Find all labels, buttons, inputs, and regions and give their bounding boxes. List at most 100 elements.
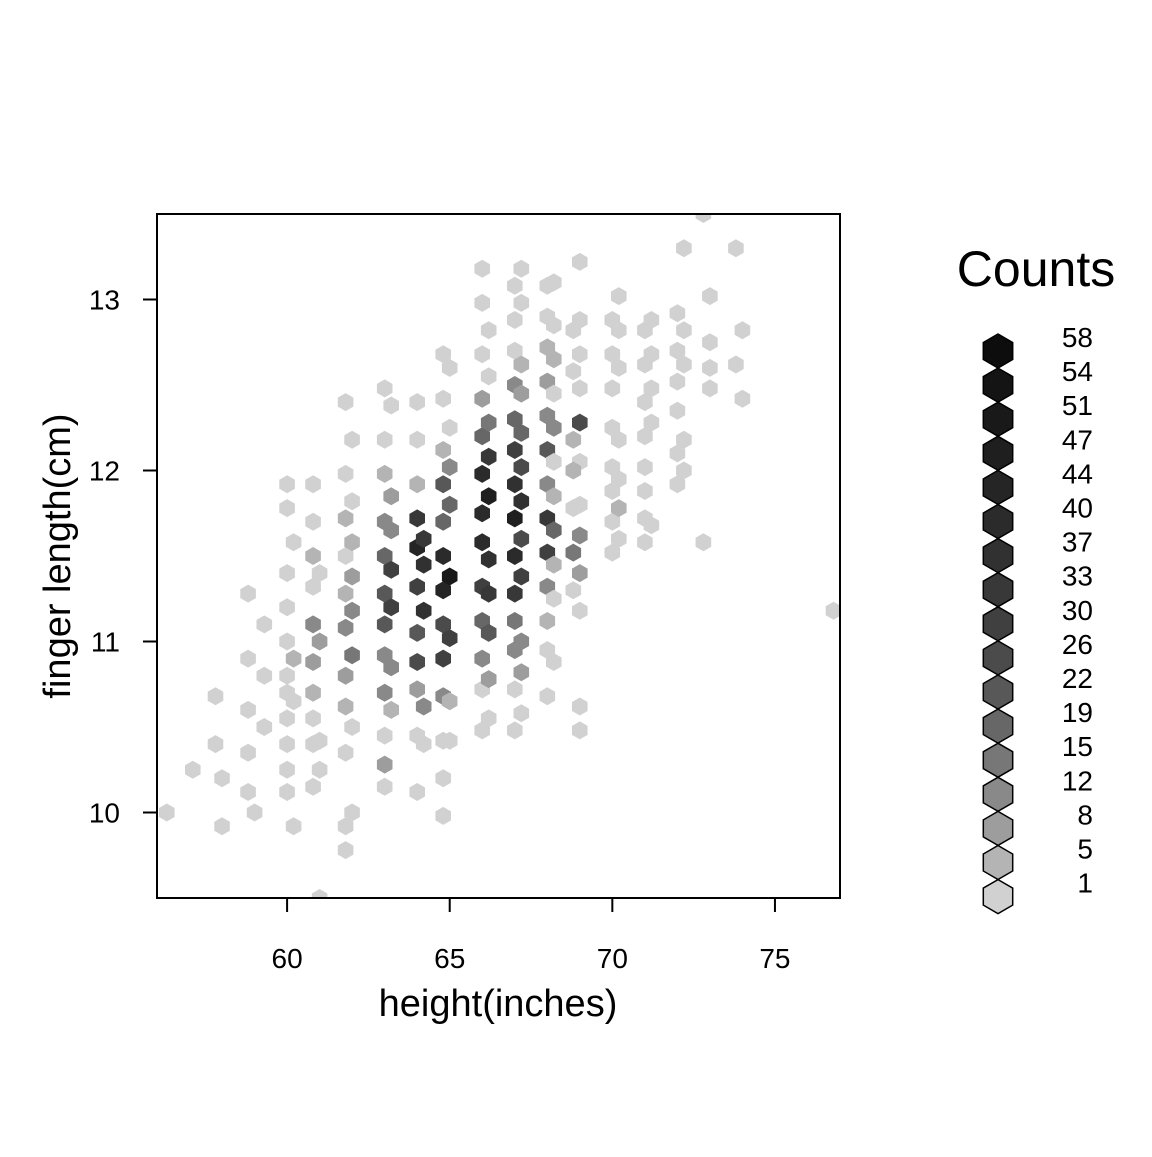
hexbin-cell: [565, 461, 582, 480]
hexbin-cell: [565, 581, 582, 600]
hexbin-cell: [611, 470, 627, 489]
hexbin-cell: [513, 293, 530, 312]
hexbin-cell: [285, 692, 302, 711]
legend-swatch: [982, 367, 1014, 403]
hexbin-cell: [643, 379, 660, 398]
hexbin-cell: [507, 612, 523, 630]
hexbin-cell: [285, 817, 302, 836]
legend-swatch: [982, 435, 1014, 472]
hexbin-cell: [246, 803, 263, 822]
hexbin-cell: [507, 410, 523, 429]
hexbin-cell: [611, 529, 627, 548]
hexbin-cell: [279, 598, 295, 617]
hexbin-cell: [480, 487, 497, 506]
hexbin-cell: [383, 598, 399, 617]
hexbin-cell: [637, 533, 653, 552]
hexbin-cell: [513, 259, 530, 278]
hexbin-cell: [185, 760, 201, 779]
hexbin-cell: [637, 482, 653, 500]
hexbin-cell: [337, 393, 354, 412]
hexbin-cell: [611, 430, 627, 449]
hexbin-cell: [207, 687, 224, 706]
hexbin-cell: [474, 293, 490, 312]
legend-label: 47: [1062, 424, 1093, 455]
hexbin-cell: [734, 321, 751, 340]
legend-label: 33: [1062, 561, 1093, 592]
hexbin-cell: [256, 615, 273, 634]
hexbin-cell: [337, 464, 354, 483]
hexbin-cell: [441, 358, 458, 377]
hexbin-cell: [474, 389, 490, 408]
hexbin-cell: [572, 601, 588, 620]
hexbin-cell: [279, 783, 295, 801]
legend-swatch: [982, 401, 1014, 438]
legend-label: 26: [1062, 629, 1093, 660]
hexbin-cell: [415, 529, 432, 548]
hexbin-cell: [572, 345, 588, 364]
hexbin-cell: [279, 735, 295, 754]
hexbin-cell: [565, 321, 582, 340]
hexbin-cell: [513, 632, 530, 651]
hexbin-cell: [611, 287, 627, 306]
legend-swatch: [982, 878, 1014, 915]
hexbin-cell: [376, 379, 393, 398]
hexbin-cell: [305, 777, 321, 796]
hexbin-cell: [507, 276, 523, 295]
hexbin-cell: [539, 543, 556, 562]
hexbin-cell: [604, 345, 621, 364]
hexbin-cell: [507, 441, 523, 459]
hexbin-cell: [507, 509, 523, 528]
hexbin-cell: [825, 601, 840, 620]
hexbin-cell: [702, 333, 718, 352]
legend-swatch: [982, 776, 1014, 813]
hexbin-cell: [611, 499, 627, 518]
hexbin-cell: [409, 430, 425, 449]
hexbin-cell: [513, 704, 530, 723]
hexbin-cell: [702, 287, 718, 306]
hexbin-cell: [474, 649, 490, 668]
hexbin-cell: [383, 521, 399, 540]
hexbin-cell: [383, 658, 399, 677]
hexbin-cell: [604, 379, 621, 398]
hexbin-cell: [676, 430, 692, 449]
hexbin-cell: [572, 413, 588, 432]
hexbin-cell: [643, 516, 660, 535]
hexbin-cell: [279, 475, 295, 494]
hexbin-cell: [539, 687, 556, 706]
hexbin-cell: [474, 504, 490, 523]
hexbin-cell: [513, 458, 530, 477]
hexbin-cell: [643, 311, 660, 329]
hexbin-cell: [441, 629, 458, 648]
hexbin-cell: [305, 577, 321, 596]
hexbin-cell: [539, 475, 556, 494]
hexbin-cell: [435, 615, 451, 634]
hexbin-cell: [546, 589, 562, 608]
hexbin-cell: [435, 512, 451, 531]
hexbin-cell: [513, 355, 530, 374]
hexbin-cell: [441, 458, 458, 477]
hexbin-cell: [734, 389, 751, 408]
hexbin-cell: [337, 841, 354, 860]
hexbin-cell: [435, 649, 451, 668]
hexbin-cell: [279, 666, 295, 685]
hexbin-cell: [669, 304, 686, 323]
hexbin-cell: [311, 632, 328, 651]
hexbin-cells: [159, 214, 840, 898]
hexbin-cell: [565, 362, 582, 381]
hexbin-cell: [415, 697, 432, 716]
y-tick-label: 11: [91, 627, 120, 658]
hexbin-cell: [643, 345, 660, 364]
hexbin-cell: [409, 680, 425, 699]
hexbin-cell: [311, 731, 328, 750]
hexbin-cell: [572, 252, 588, 271]
hexbin-cell: [337, 547, 354, 565]
legend-swatch: [982, 708, 1014, 744]
legend-label: 8: [1077, 799, 1093, 830]
legend-swatch: [982, 844, 1014, 881]
hexbin-cell: [546, 555, 562, 574]
hexbin-cell: [409, 783, 425, 801]
legend-swatch: [982, 810, 1014, 847]
hexbin-cell: [415, 555, 432, 574]
hexbin-cell: [572, 697, 588, 716]
